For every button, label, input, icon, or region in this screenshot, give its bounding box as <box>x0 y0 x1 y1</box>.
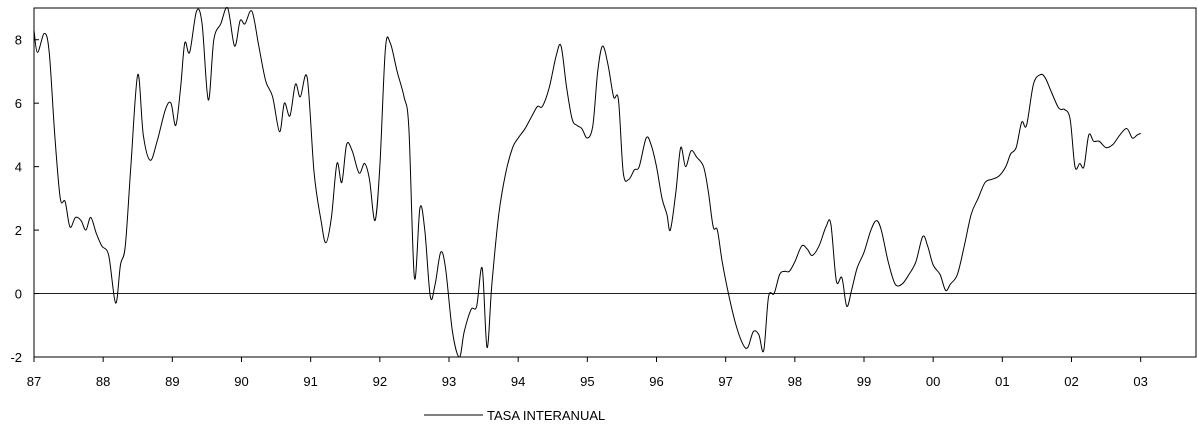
x-tick-label: 96 <box>649 374 663 389</box>
y-tick-label: 6 <box>15 96 22 111</box>
x-tick-label: 99 <box>857 374 871 389</box>
series-group <box>33 6 1141 358</box>
x-tick-label: 03 <box>1133 374 1147 389</box>
plot-area-frame <box>33 7 1197 358</box>
x-tick-label: 98 <box>788 374 802 389</box>
x-tick-label: 87 <box>27 374 41 389</box>
y-tick-label: 0 <box>15 287 22 302</box>
axis-ticks <box>33 39 1142 362</box>
y-tick-label: 8 <box>15 33 22 48</box>
y-tick-label: -2 <box>10 350 22 365</box>
x-tick-label: 91 <box>303 374 317 389</box>
series-line-tasa-interanual <box>33 6 1141 358</box>
x-tick-label: 95 <box>580 374 594 389</box>
legend: TASA INTERANUAL <box>424 408 605 423</box>
x-tick-label: 89 <box>165 374 179 389</box>
axis-tick-labels: 87 88 89 90 91 92 93 94 95 96 97 98 99 00 01 02 03-20246… <box>10 33 1147 389</box>
legend-label: TASA INTERANUAL <box>487 408 605 423</box>
x-tick-label: 92 <box>373 374 387 389</box>
x-tick-label: 01 <box>995 374 1009 389</box>
x-tick-label: 90 <box>234 374 248 389</box>
x-tick-label: 93 <box>442 374 456 389</box>
y-tick-label: 4 <box>15 160 22 175</box>
x-tick-label: 02 <box>1064 374 1078 389</box>
x-tick-label: 88 <box>96 374 110 389</box>
y-tick-label: 2 <box>15 223 22 238</box>
x-tick-label: 00 <box>926 374 940 389</box>
x-tick-label: 97 <box>718 374 732 389</box>
x-tick-label: 94 <box>511 374 525 389</box>
